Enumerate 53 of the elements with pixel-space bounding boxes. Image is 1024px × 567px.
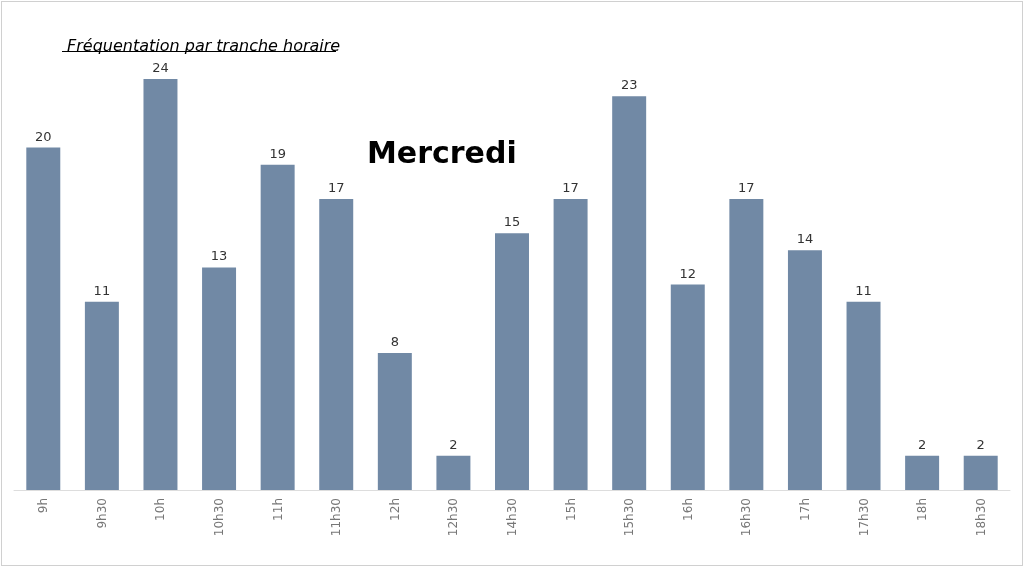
- x-tick-label: 10h30: [212, 498, 227, 537]
- bar: [787, 250, 822, 490]
- x-tick-label: 12h30: [446, 498, 461, 537]
- data-label: 11: [93, 282, 111, 298]
- data-label: 23: [620, 77, 638, 93]
- x-tick-label: 12h: [387, 498, 402, 521]
- bar: [553, 198, 588, 490]
- bar: [202, 267, 237, 490]
- x-tick-label: 15h30: [622, 498, 637, 537]
- x-tick-label: 14h30: [505, 498, 519, 537]
- x-tick-label: 11h30: [329, 498, 344, 537]
- chart-title: Fréquentation par tranche horaire: [67, 35, 341, 55]
- data-label: 2: [976, 436, 985, 452]
- bar: [963, 455, 998, 490]
- data-label: 11: [855, 282, 872, 298]
- data-label: 17: [327, 179, 345, 195]
- bar: [260, 164, 295, 490]
- data-label: 14: [796, 231, 814, 247]
- x-tick-label: 16h30: [739, 498, 754, 537]
- data-label: 8: [390, 334, 399, 350]
- data-label: 15: [503, 214, 521, 230]
- bar: [495, 233, 529, 490]
- x-tick-label: 9h30: [94, 498, 109, 529]
- bar: [612, 96, 647, 490]
- bar: [670, 284, 705, 490]
- x-tick-label: 18h: [915, 498, 930, 521]
- x-tick-label: 15h: [563, 498, 578, 521]
- data-label: 19: [269, 145, 286, 161]
- data-label: 17: [562, 179, 579, 195]
- bar: [319, 198, 354, 490]
- data-label: 12: [679, 265, 697, 281]
- bar: [84, 301, 119, 490]
- x-tick-label: 17h30: [856, 498, 871, 537]
- bar: [729, 198, 764, 490]
- x-tick-label: 17h: [797, 498, 812, 521]
- bar: [26, 147, 61, 490]
- x-tick-label: 16h: [680, 498, 695, 521]
- x-tick-label: 10h: [153, 498, 168, 521]
- bar: [377, 353, 412, 490]
- data-label: 20: [35, 128, 52, 144]
- text: Mercredi: [367, 134, 517, 170]
- bar: [143, 79, 178, 490]
- x-tick-label: 18h30: [973, 498, 988, 537]
- bar: [905, 455, 940, 490]
- bar: [846, 301, 881, 490]
- data-label: 24: [152, 60, 169, 76]
- bar: [436, 455, 471, 490]
- data-label: 2: [917, 436, 927, 452]
- data-label: 13: [210, 248, 228, 264]
- x-tick-label: 9h: [36, 498, 51, 514]
- x-tick-label: 11h: [270, 498, 285, 521]
- data-label: 2: [449, 436, 458, 452]
- data-label: 17: [738, 179, 755, 195]
